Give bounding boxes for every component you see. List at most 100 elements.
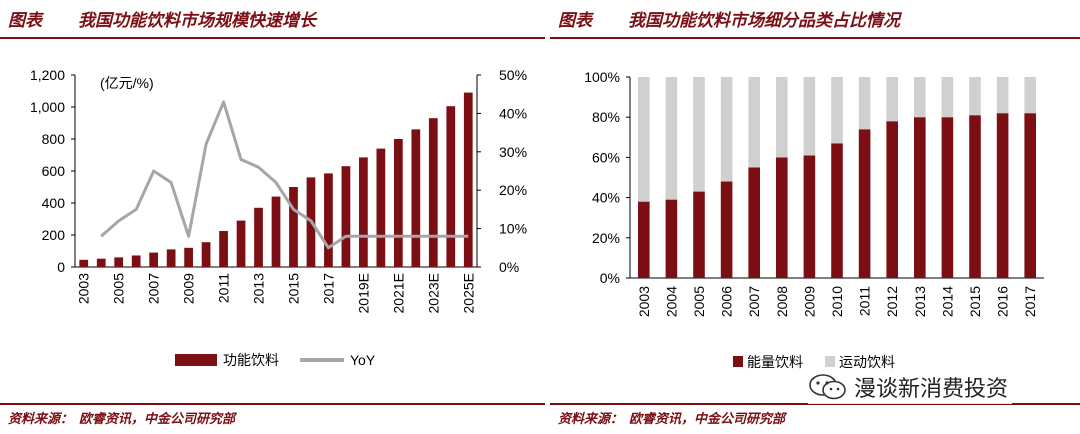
right-source-text: 欧睿资讯，中金公司研究部 (629, 412, 786, 427)
legend-swatch-energy-drink (733, 356, 743, 367)
wechat-icon (809, 374, 846, 400)
bar-energy-drink (858, 129, 871, 278)
left-source-rule (0, 403, 545, 405)
legend-label-yoy: YoY (350, 352, 376, 368)
left-source: 资料来源： 欧睿资讯，中金公司研究部 (8, 408, 235, 427)
y-tick-label: 80% (592, 109, 620, 125)
right-title-rule (550, 37, 1080, 39)
y-tick-label: 0% (600, 270, 620, 286)
right-y-tick-label: 10% (499, 221, 527, 237)
right-chart-header: 图表 我国功能饮料市场细分品类占比情况 (558, 6, 900, 31)
x-tick-label: 2017 (320, 273, 336, 304)
right-y-tick-label: 20% (499, 182, 527, 198)
bar-sports-drink (803, 77, 816, 156)
bar-sports-drink (831, 77, 843, 144)
y-tick-label: 60% (592, 149, 620, 165)
bar-energy-drink (941, 117, 954, 278)
legend-label-market-size: 功能饮料 (223, 352, 279, 368)
watermark-text: 漫谈新消费投资 (854, 377, 1009, 402)
x-tick-label: 2013 (251, 273, 267, 304)
left-chart-panel: 图表 我国功能饮料市场规模快速增长 0 200 400 600 800 1,000 1,200… (0, 6, 545, 427)
bar-energy-drink (803, 155, 816, 278)
bar-sports-drink (665, 77, 678, 200)
bar-market-size (254, 207, 263, 267)
x-tick-label: 2004 (663, 286, 679, 317)
bar-sports-drink (720, 77, 733, 182)
bar-market-size (359, 157, 368, 267)
x-tick-label: 2005 (691, 286, 707, 317)
yoy-line (100, 100, 469, 250)
bar-market-size (324, 173, 333, 267)
bar-sports-drink (748, 77, 760, 168)
bar-market-size (411, 129, 421, 267)
right-source-label: 资料来源： (558, 412, 624, 427)
bar-sports-drink (693, 77, 705, 192)
bar-market-size (184, 247, 193, 267)
left-y-tick-label: 1,200 (30, 67, 65, 83)
x-tick-label: 2011 (857, 286, 873, 316)
bar-market-size (376, 148, 386, 267)
bar-sports-drink (858, 77, 871, 130)
left-y-tick-label: 400 (42, 195, 66, 211)
x-tick-label: 2014 (939, 286, 955, 317)
left-chart-title: 我国功能饮料市场规模快速增长 (78, 11, 316, 31)
y-tick-label: 40% (592, 190, 620, 206)
right-y-tick-label: 50% (499, 67, 527, 83)
left-y-tick-label: 600 (42, 163, 66, 179)
x-tick-label: 2011 (216, 273, 232, 303)
left-y-tick-label: 200 (42, 227, 66, 243)
bar-market-size (393, 139, 403, 267)
left-chart: 0 200 400 600 800 1,000 1,200 0% 10% 20% 30% 40% 50%… (30, 67, 527, 368)
x-tick-label: 2008 (774, 286, 790, 317)
bar-sports-drink (996, 77, 1009, 114)
left-chart-header: 图表 我国功能饮料市场规模快速增长 (8, 6, 316, 31)
bar-energy-drink (665, 199, 678, 278)
x-tick-label: 2016 (995, 286, 1011, 317)
bar-energy-drink (776, 157, 788, 278)
bar-market-size (271, 196, 281, 267)
bar-market-size (341, 166, 351, 267)
right-source-rule (550, 403, 1080, 405)
right-y-tick-label: 40% (499, 105, 527, 121)
left-y-tick-label: 1,000 (30, 99, 65, 115)
bar-energy-drink (1024, 113, 1036, 279)
bar-market-size (463, 92, 473, 267)
left-source-text: 欧睿资讯，中金公司研究部 (79, 412, 236, 427)
x-tick-label: 2009 (181, 273, 197, 304)
bar-market-size (201, 242, 211, 267)
bar-sports-drink (638, 77, 650, 202)
x-tick-label: 2007 (746, 286, 762, 317)
bar-sports-drink (941, 77, 954, 118)
legend-label-sports-drink: 运动饮料 (839, 354, 895, 370)
x-tick-label: 2013 (912, 286, 928, 317)
bar-sports-drink (776, 77, 788, 158)
left-figure-label: 图表 (8, 11, 42, 31)
legend-swatch-sports-drink (825, 356, 835, 367)
bar-sports-drink (969, 77, 981, 116)
x-tick-label: 2023E (425, 273, 441, 313)
bar-market-size (131, 255, 141, 267)
x-tick-label: 2015 (285, 273, 301, 304)
right-chart: 0% 20% 40% 60% 80% 100% 2003 2004 2005 2006 2007 20… (584, 69, 1044, 370)
bar-sports-drink (914, 77, 926, 118)
bar-energy-drink (720, 181, 733, 278)
x-tick-label: 2012 (884, 286, 900, 317)
x-tick-label: 2005 (111, 273, 127, 304)
bar-market-size (219, 231, 228, 267)
bar-market-size (446, 106, 456, 267)
bar-energy-drink (693, 191, 705, 278)
bar-energy-drink (831, 143, 843, 278)
x-tick-label: 2003 (636, 286, 652, 317)
bar-market-size (236, 220, 246, 267)
left-title-rule (0, 37, 545, 39)
x-tick-label: 2007 (146, 273, 162, 304)
x-tick-label: 2010 (829, 286, 845, 317)
bar-sports-drink (886, 77, 898, 122)
right-chart-panel: 图表 我国功能饮料市场细分品类占比情况 0% 20% 40% 60% 80% 100% 200… (550, 0, 1080, 434)
bar-energy-drink (638, 201, 650, 278)
watermark: 漫谈新消费投资 (808, 370, 1013, 404)
bar-energy-drink (996, 113, 1009, 279)
legend-swatch-market-size (175, 354, 217, 366)
bar-market-size (114, 257, 124, 267)
bar-energy-drink (969, 115, 981, 278)
